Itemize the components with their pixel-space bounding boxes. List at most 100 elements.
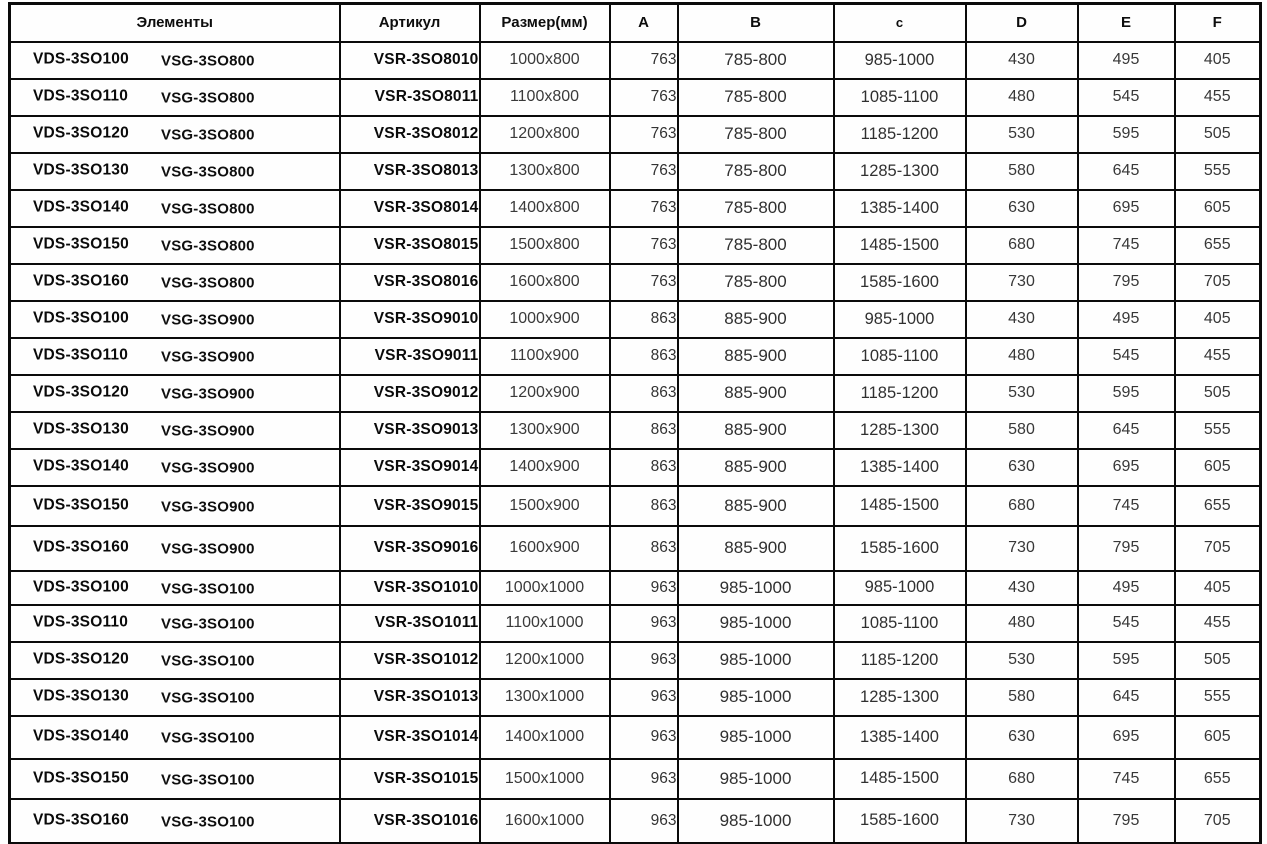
table-row: VDS-3SO100 VSG-3SO900 VSR-3SO9010 1000x900 8… [8,299,1262,339]
dim-b-cell: 785-800 [676,151,835,191]
article-cell: VSR-3SO8013 [338,151,481,191]
elements-cell: VDS-3SO100 VSG-3SO100 [8,569,341,606]
dim-c-cell: 1285-1300 [832,677,967,717]
header-article: Артикул [338,2,481,43]
element-vds-code: VDS-3SO140 [33,198,129,216]
dim-d-cell: 730 [964,524,1079,572]
dim-b-cell: 885-900 [676,524,835,572]
dim-b-cell: 885-900 [676,484,835,527]
dim-b-cell: 885-900 [676,373,835,413]
dim-b-cell: 985-1000 [676,569,835,606]
article-cell: VSR-3SO9014 [338,447,481,487]
dim-e-cell: 795 [1076,262,1176,302]
element-vds-code: VDS-3SO120 [33,383,129,401]
element-vsg-code: VSG-3SO800 [161,200,255,218]
table-row: VDS-3SO130 VSG-3SO900 VSR-3SO9013 1300x900 8… [8,410,1262,450]
dim-b-cell: 785-800 [676,40,835,80]
dim-e-cell: 745 [1076,484,1176,527]
table-row: VDS-3SO140 VSG-3SO900 VSR-3SO9014 1400x900 8… [8,447,1262,487]
dim-b-cell: 785-800 [676,262,835,302]
element-vsg-code: VSG-3SO100 [161,813,255,831]
size-cell: 1400x900 [478,447,611,487]
article-cell: VSR-3SO8015 [338,225,481,265]
dim-f-cell: 705 [1173,797,1262,844]
size-cell: 1300x900 [478,410,611,450]
dim-e-cell: 545 [1076,336,1176,376]
dim-d-cell: 630 [964,188,1079,228]
dim-e-cell: 645 [1076,151,1176,191]
elements-cell: VDS-3SO130 VSG-3SO800 [8,151,341,191]
dim-d-cell: 480 [964,336,1079,376]
dim-f-cell: 505 [1173,114,1262,154]
table-row: VDS-3SO150 VSG-3SO800 VSR-3SO8015 1500x800 7… [8,225,1262,265]
table-row: VDS-3SO160 VSG-3SO100 VSR-3SO1016 1600x1000… [8,797,1262,844]
dim-b-cell: 985-1000 [676,757,835,800]
dim-c-cell: 1185-1200 [832,373,967,413]
dim-c-cell: 1285-1300 [832,151,967,191]
dim-d-cell: 530 [964,373,1079,413]
dim-f-cell: 655 [1173,225,1262,265]
dim-a-cell: 863 [608,336,679,376]
element-vds-code: VDS-3SO150 [33,495,129,513]
elements-cell: VDS-3SO140 VSG-3SO100 [8,714,341,760]
size-cell: 1500x800 [478,225,611,265]
dim-f-cell: 555 [1173,151,1262,191]
element-vds-code: VDS-3SO100 [33,309,129,327]
element-vsg-code: VSG-3SO100 [161,689,255,707]
dim-c-cell: 1585-1600 [832,524,967,572]
dim-b-cell: 785-800 [676,114,835,154]
dim-b-cell: 785-800 [676,77,835,117]
article-cell: VSR-3SO8014 [338,188,481,228]
table-row: VDS-3SO130 VSG-3SO800 VSR-3SO8013 1300x800 7… [8,151,1262,191]
dim-a-cell: 863 [608,299,679,339]
dim-e-cell: 595 [1076,373,1176,413]
header-a: A [608,2,679,43]
elements-cell: VDS-3SO150 VSG-3SO900 [8,484,341,527]
elements-cell: VDS-3SO100 VSG-3SO800 [8,40,341,80]
element-vsg-code: VSG-3SO900 [161,540,255,558]
article-cell: VSR-3SO8010 [338,40,481,80]
article-cell: VSR-3SO1013 [338,677,481,717]
size-cell: 1200x900 [478,373,611,413]
element-vsg-code: VSG-3SO100 [161,615,255,633]
element-vds-code: VDS-3SO100 [33,577,129,595]
elements-cell: VDS-3SO160 VSG-3SO100 [8,797,341,844]
dim-e-cell: 645 [1076,410,1176,450]
element-vds-code: VDS-3SO160 [33,272,129,290]
dim-c-cell: 1485-1500 [832,225,967,265]
header-f: F [1173,2,1262,43]
size-cell: 1400x800 [478,188,611,228]
dim-c-cell: 985-1000 [832,40,967,80]
dim-b-cell: 885-900 [676,336,835,376]
dim-b-cell: 785-800 [676,225,835,265]
elements-cell: VDS-3SO120 VSG-3SO800 [8,114,341,154]
size-cell: 1500x1000 [478,757,611,800]
dim-a-cell: 963 [608,640,679,680]
size-cell: 1500x900 [478,484,611,527]
dim-f-cell: 455 [1173,603,1262,643]
article-cell: VSR-3SO9011 [338,336,481,376]
element-vsg-code: VSG-3SO100 [161,771,255,789]
dim-f-cell: 405 [1173,40,1262,80]
article-cell: VSR-3SO1012 [338,640,481,680]
size-cell: 1000x1000 [478,569,611,606]
size-cell: 1300x1000 [478,677,611,717]
dim-b-cell: 785-800 [676,188,835,228]
dim-a-cell: 963 [608,569,679,606]
table-row: VDS-3SO160 VSG-3SO900 VSR-3SO9016 1600x900 8… [8,524,1262,572]
dim-e-cell: 595 [1076,640,1176,680]
element-vsg-code: VSG-3SO100 [161,729,255,747]
table-row: VDS-3SO120 VSG-3SO800 VSR-3SO8012 1200x800 7… [8,114,1262,154]
element-vsg-code: VSG-3SO100 [161,652,255,670]
article-cell: VSR-3SO1014 [338,714,481,760]
article-cell: VSR-3SO1016 [338,797,481,844]
element-vsg-code: VSG-3SO900 [161,311,255,329]
article-cell: VSR-3SO1015 [338,757,481,800]
size-cell: 1100x900 [478,336,611,376]
dim-d-cell: 630 [964,714,1079,760]
element-vds-code: VDS-3SO160 [33,811,129,829]
dim-f-cell: 505 [1173,373,1262,413]
dim-d-cell: 630 [964,447,1079,487]
header-elements: Элементы [8,2,341,43]
dim-e-cell: 695 [1076,714,1176,760]
